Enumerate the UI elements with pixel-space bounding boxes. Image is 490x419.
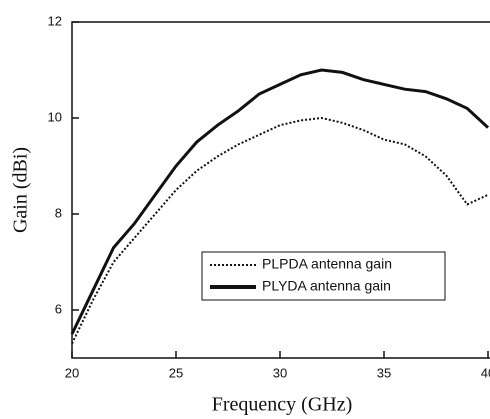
- x-tick-label: 30: [273, 365, 287, 380]
- legend-label: PLPDA antenna gain: [262, 256, 392, 272]
- y-tick-label: 6: [55, 301, 62, 316]
- y-tick-label: 8: [55, 205, 62, 220]
- legend-box: [201, 251, 446, 301]
- x-tick-label: 40: [481, 365, 490, 380]
- legend-label: PLYDA antenna gain: [262, 278, 391, 294]
- y-axis-title: Gain (dBi): [10, 147, 32, 233]
- series-line: [71, 116, 489, 345]
- x-tick-label: 20: [65, 365, 79, 380]
- x-tick-label: 25: [169, 365, 183, 380]
- x-axis-title: Frequency (GHz): [212, 394, 353, 416]
- y-tick-label: 10: [48, 109, 62, 124]
- series-line: [70, 68, 490, 335]
- y-tick-label: 12: [48, 13, 62, 28]
- plot-frame: [71, 21, 490, 359]
- x-tick-label: 35: [377, 365, 391, 380]
